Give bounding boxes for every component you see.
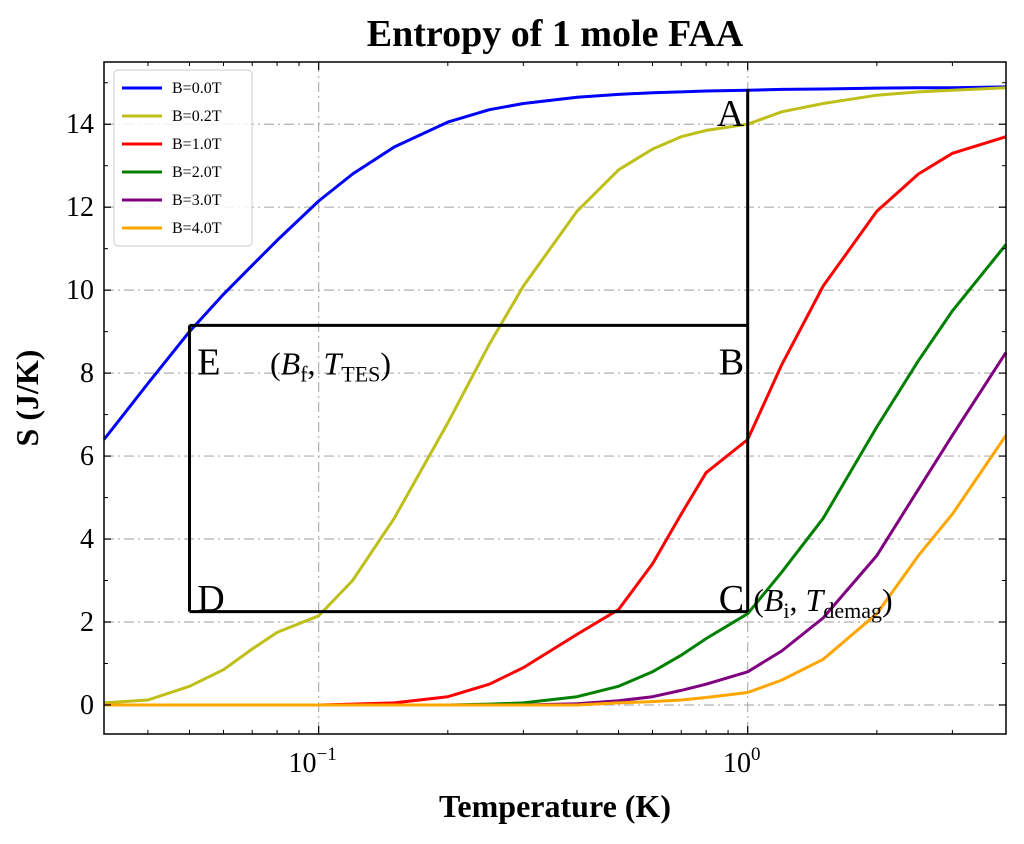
legend-label: B=1.0T [172, 136, 222, 153]
axis-ticks: 0 2 4 6 8 10 12 14 10−1 100 [66, 62, 1007, 779]
point-label-B: B [719, 342, 744, 384]
x-axis-label: Temperature (K) [439, 788, 671, 824]
point-label-C: C [719, 578, 744, 620]
y-tick-label: 2 [80, 607, 94, 638]
chart-title: Entropy of 1 mole FAA [367, 13, 744, 55]
point-label-A: A [717, 93, 745, 135]
legend: B=0.0T B=0.2T B=1.0T B=2.0T B=3.0T B=4.0T [113, 69, 253, 247]
cycle-rectangle [188, 88, 750, 614]
y-tick-label: 12 [66, 192, 94, 223]
series-line-B=0.0T [102, 85, 1007, 441]
y-tick-label: 8 [80, 358, 94, 389]
legend-label: B=3.0T [172, 192, 222, 209]
series-lines [102, 85, 1008, 707]
series-line-B=3.0T [104, 351, 1008, 707]
x-tick-label: 10−1 [289, 744, 337, 779]
legend-label: B=0.0T [172, 80, 222, 97]
series-line-B=2.0T [104, 243, 1008, 707]
legend-label: B=0.2T [172, 108, 222, 125]
series-line-B=4.0T [104, 434, 1008, 707]
x-tick-label: 100 [723, 744, 761, 779]
series-line-B=0.2T [103, 86, 1007, 705]
y-tick-label: 6 [80, 441, 94, 472]
y-tick-label: 10 [66, 275, 94, 306]
legend-label: B=2.0T [172, 164, 222, 181]
legend-box [113, 69, 253, 247]
point-label-D: D [197, 578, 224, 620]
y-tick-label: 14 [66, 109, 94, 140]
point-labels: A B C D E (Bf, TTES) (Bi, Tdemag) [197, 93, 892, 623]
annotation-bf_tes: (Bf, TTES) [270, 346, 391, 387]
point-label-E: E [197, 342, 220, 384]
y-tick-label: 0 [80, 690, 94, 721]
y-axis-label: S (J/K) [9, 350, 45, 447]
legend-label: B=4.0T [172, 220, 222, 237]
plot-frame [103, 61, 1007, 735]
y-tick-label: 4 [80, 524, 94, 555]
annotation-bi_tdemag: (Bi, Tdemag) [753, 582, 892, 623]
